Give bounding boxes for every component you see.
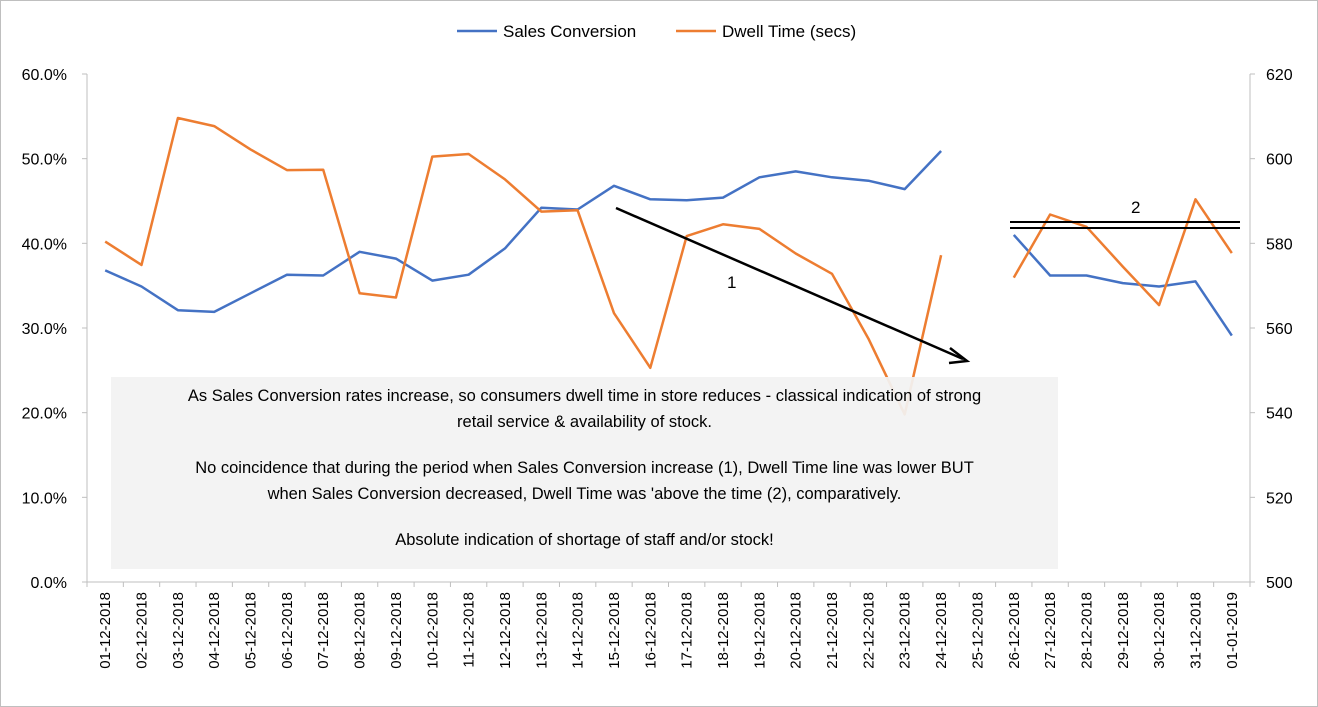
y-left-tick-label: 20.0% — [22, 406, 67, 423]
legend-label-dwell-time: Dwell Time (secs) — [722, 22, 856, 41]
x-tick-label: 01-12-2018 — [97, 592, 114, 669]
x-tick-label: 16-12-2018 — [642, 592, 659, 669]
x-tick-label: 10-12-2018 — [424, 592, 441, 669]
y-right-tick-label: 540 — [1266, 406, 1293, 423]
y-right-tick-label: 580 — [1266, 236, 1293, 253]
y-right-tick-label: 620 — [1266, 67, 1293, 84]
y-left-tick-label: 50.0% — [22, 152, 67, 169]
x-tick-label: 18-12-2018 — [715, 592, 732, 669]
x-tick-label: 31-12-2018 — [1187, 592, 1204, 669]
x-tick-label: 26-12-2018 — [1006, 592, 1023, 669]
y-left-tick-label: 0.0% — [31, 575, 67, 592]
x-tick-label: 11-12-2018 — [461, 592, 478, 668]
series-line-dwell-time-secs — [1012, 198, 1233, 307]
note-line-4: when Sales Conversion decreased, Dwell T… — [267, 485, 902, 503]
y-left-tick-label: 10.0% — [22, 490, 67, 507]
y-right-tick-label: 560 — [1266, 321, 1293, 338]
x-tick-label: 25-12-2018 — [969, 592, 986, 669]
x-tick-label: 05-12-2018 — [243, 592, 260, 669]
annotations: 1 2 — [615, 198, 1240, 365]
x-tick-label: 15-12-2018 — [606, 592, 623, 669]
note-line-2: retail service & availability of stock. — [457, 413, 712, 431]
y-right-tick-label: 500 — [1266, 575, 1293, 592]
y-left-tick-label: 60.0% — [22, 67, 67, 84]
y-left-tick-label: 30.0% — [22, 321, 67, 338]
trend-arrow-line — [615, 206, 964, 361]
note-line-1: As Sales Conversion rates increase, so c… — [187, 387, 982, 405]
x-tick-label: 30-12-2018 — [1151, 592, 1168, 669]
y-right-tick-label: 520 — [1266, 490, 1293, 507]
x-tick-label: 13-12-2018 — [533, 592, 550, 669]
x-tick-label: 19-12-2018 — [751, 592, 768, 669]
x-tick-label: 28-12-2018 — [1078, 592, 1095, 669]
axes: 0.0% 10.0% 20.0% 30.0% 40.0% 50.0% 60.0% 500 520… — [22, 67, 1293, 669]
x-tick-label: 14-12-2018 — [570, 592, 587, 669]
series-lines — [104, 116, 1233, 416]
y-left-tick-label: 40.0% — [22, 236, 67, 253]
legend: Sales Conversion Dwell Time (secs) — [457, 22, 856, 41]
x-tick-label: 22-12-2018 — [860, 592, 877, 669]
annotation-textbox: As Sales Conversion rates increase, so c… — [111, 377, 1058, 569]
x-tick-label: 12-12-2018 — [497, 592, 514, 669]
legend-label-sales-conversion: Sales Conversion — [503, 22, 636, 41]
x-tick-label: 20-12-2018 — [788, 592, 805, 669]
x-tick-label: 24-12-2018 — [933, 592, 950, 669]
x-tick-label: 29-12-2018 — [1115, 592, 1132, 669]
x-tick-label: 27-12-2018 — [1042, 592, 1059, 669]
x-tick-label: 08-12-2018 — [352, 592, 369, 669]
x-tick-label: 03-12-2018 — [170, 592, 187, 669]
x-tick-label: 04-12-2018 — [206, 592, 223, 669]
x-tick-label: 09-12-2018 — [388, 592, 405, 669]
x-tick-label: 02-12-2018 — [134, 592, 151, 669]
y-right-tick-label: 600 — [1266, 152, 1293, 169]
annotation-label-1: 1 — [727, 273, 736, 292]
x-tick-label: 07-12-2018 — [315, 592, 332, 669]
series-line-sales-conversion — [1012, 234, 1233, 337]
note-line-5: Absolute indication of shortage of staff… — [395, 531, 774, 549]
x-tick-label: 23-12-2018 — [897, 592, 914, 669]
x-tick-label: 01-01-2019 — [1224, 592, 1241, 669]
trend-arrow-head — [948, 347, 971, 365]
x-tick-label: 06-12-2018 — [279, 592, 296, 669]
annotation-label-2: 2 — [1131, 198, 1140, 217]
series-line-dwell-time-secs — [104, 116, 943, 416]
series-line-sales-conversion — [104, 150, 943, 314]
x-tick-label: 17-12-2018 — [679, 592, 696, 669]
x-tick-label: 21-12-2018 — [824, 592, 841, 669]
note-line-3: No coincidence that during the period wh… — [195, 459, 974, 477]
